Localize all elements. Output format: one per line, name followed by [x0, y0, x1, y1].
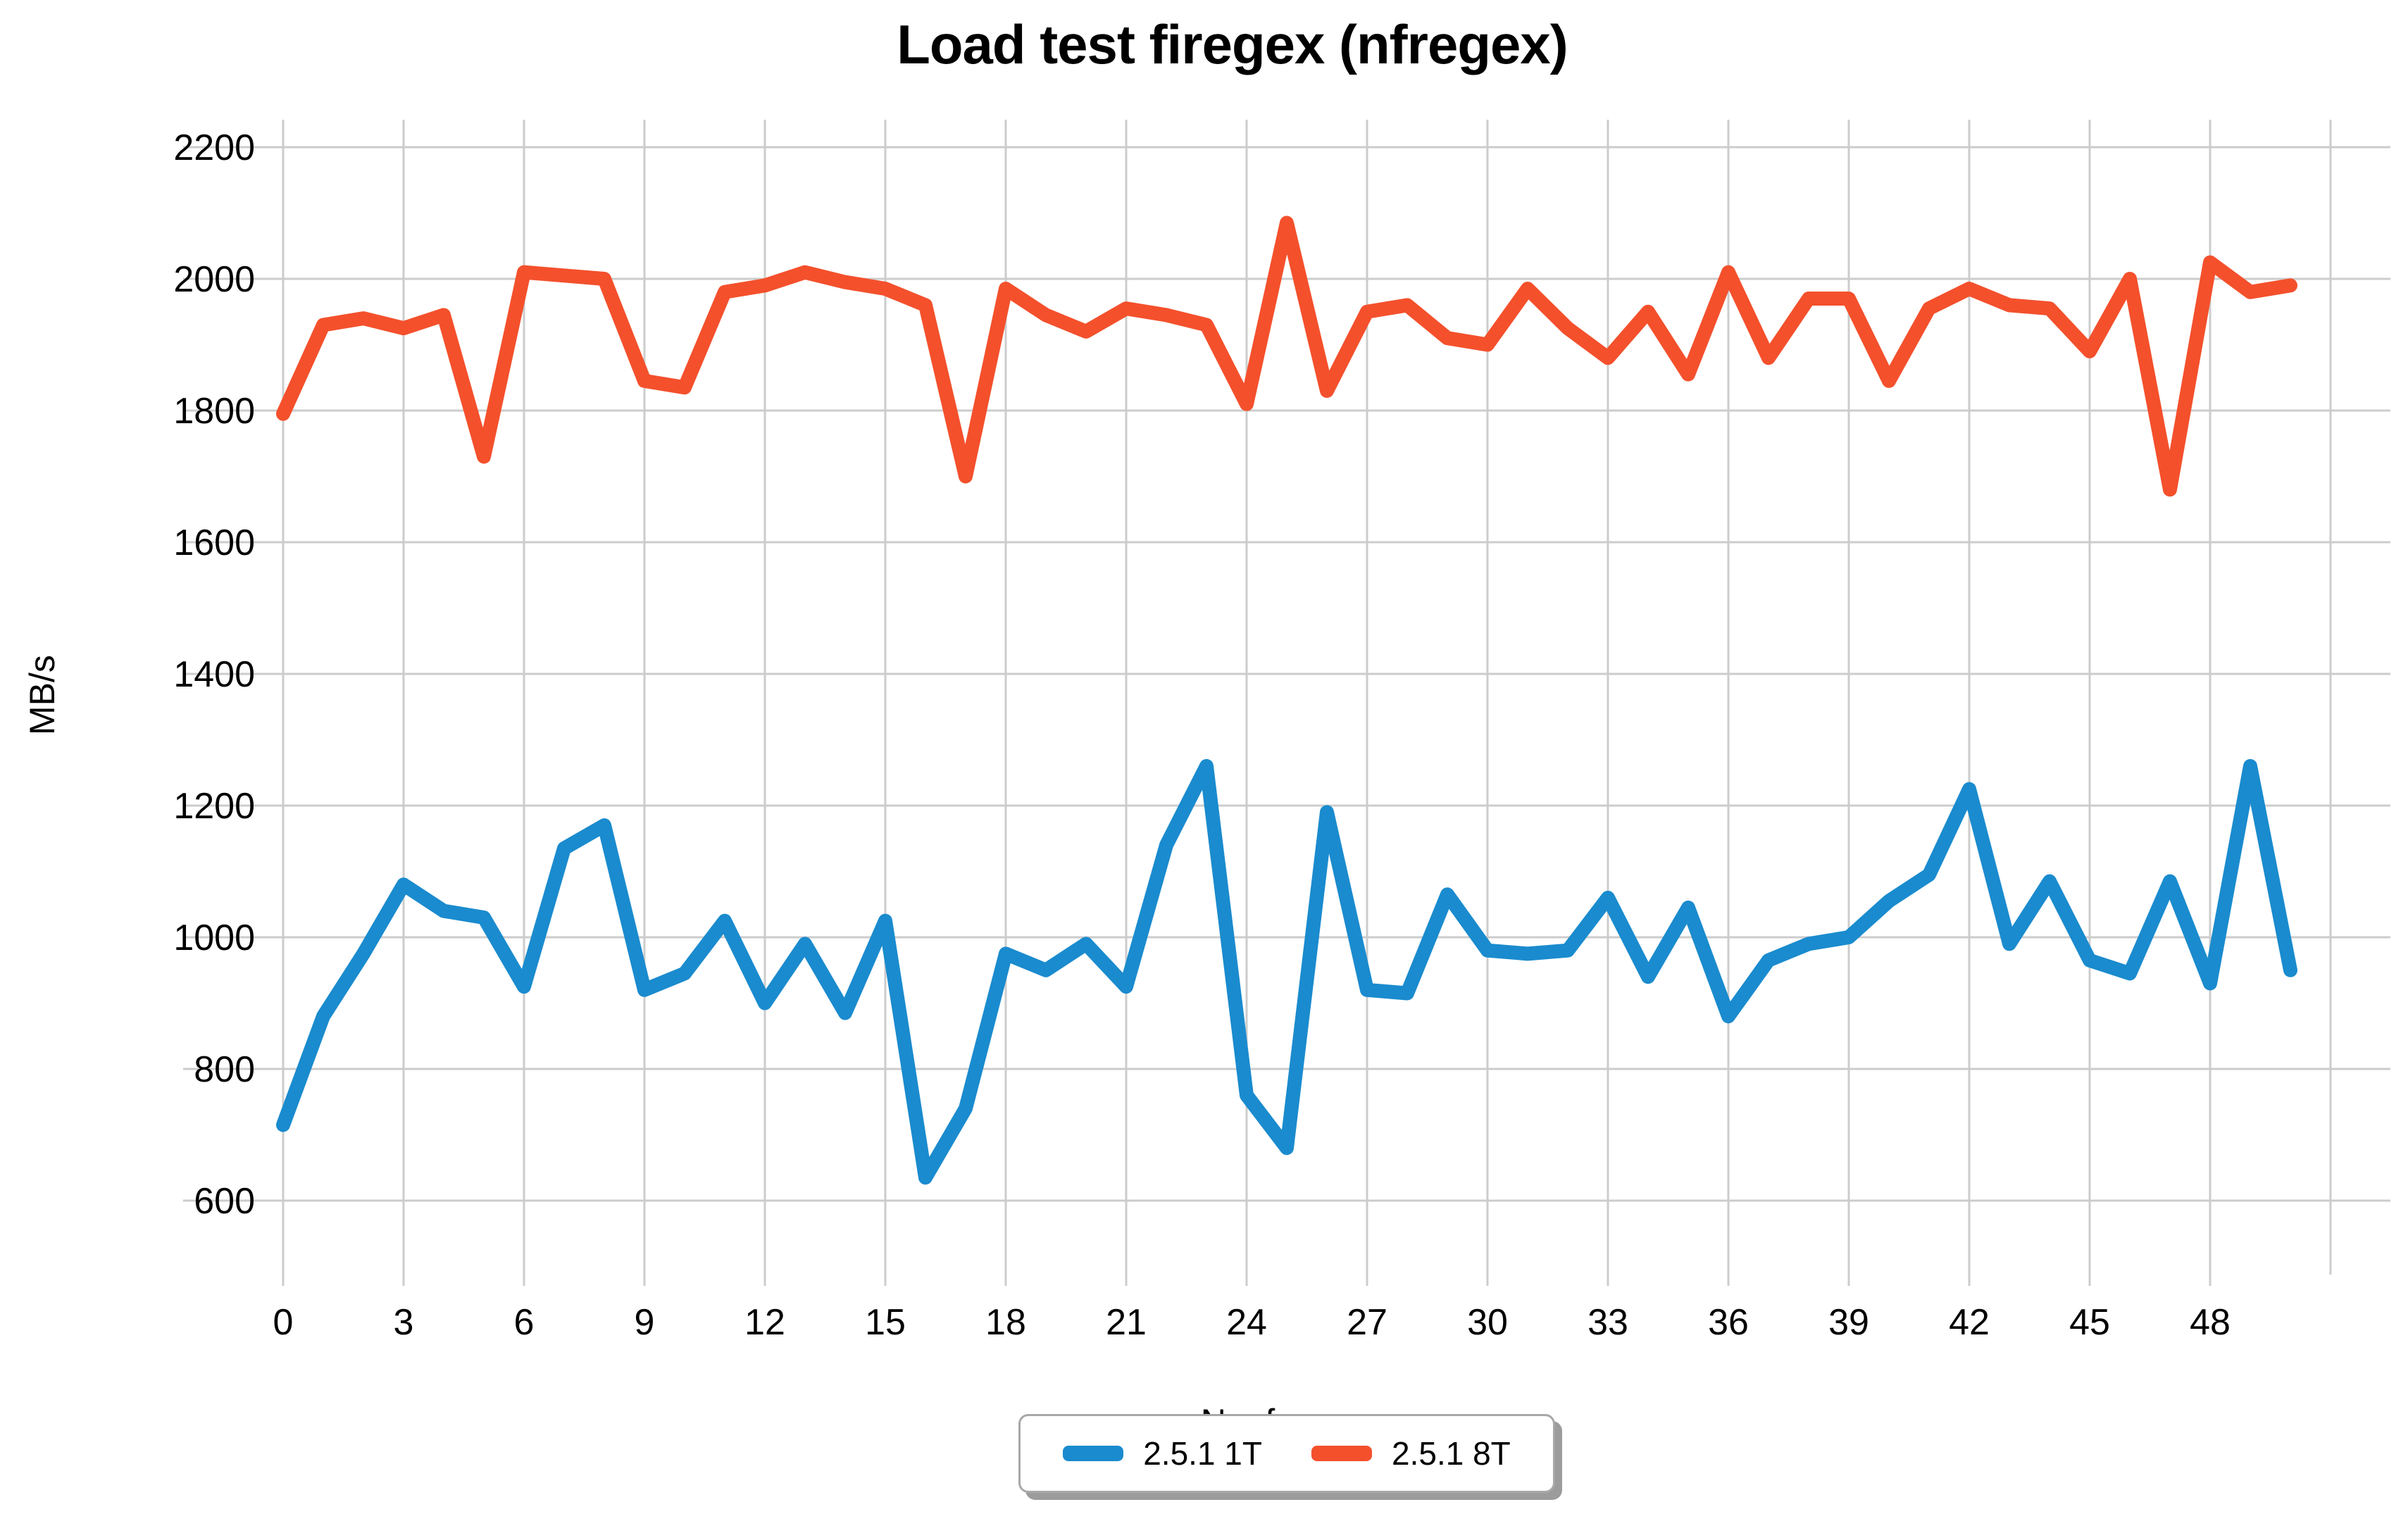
series-line-2-5-1-8t — [276, 215, 2297, 497]
y-tick-label: 2000 — [173, 259, 255, 300]
y-tick-label: 1600 — [173, 523, 255, 563]
legend-row: 2.5.1 1T 2.5.1 8T — [183, 1414, 2390, 1493]
x-tick-labels: 0 3 6 9 12 15 18 21 24 27 30 33 36 39 42 45 48 — [273, 1302, 2231, 1343]
x-tick-label: 30 — [1467, 1302, 1508, 1343]
chart-title: Load test firegex (nfregex) — [897, 13, 1568, 75]
y-axis-label: MB/s — [23, 655, 62, 735]
y-tick-label: 1000 — [173, 918, 255, 958]
x-tick-label: 33 — [1587, 1302, 1628, 1343]
y-tick-label: 1200 — [173, 786, 255, 827]
legend-label-1t: 2.5.1 1T — [1143, 1435, 1262, 1472]
x-tick-label: 27 — [1347, 1302, 1387, 1343]
x-tick-label: 24 — [1226, 1302, 1267, 1343]
x-tick-label: 36 — [1708, 1302, 1749, 1343]
legend-item-1t: 2.5.1 1T — [1063, 1434, 1262, 1472]
x-tick-label: 42 — [1949, 1302, 1990, 1343]
series-line-2-5-1-1t — [276, 758, 2297, 1185]
x-tick-label: 48 — [2190, 1302, 2231, 1343]
x-tick-label: 0 — [273, 1302, 294, 1343]
legend-swatch-1t — [1063, 1446, 1124, 1461]
legend-item-8t: 2.5.1 8T — [1311, 1434, 1511, 1472]
legend-label-8t: 2.5.1 8T — [1392, 1435, 1511, 1472]
y-tick-label: 2200 — [173, 127, 255, 168]
y-tick-label: 600 — [194, 1181, 255, 1222]
legend-swatch-8t — [1311, 1446, 1372, 1461]
y-tick-label: 1800 — [173, 391, 255, 432]
y-tick-label: 800 — [194, 1049, 255, 1090]
y-tick-label: 1400 — [173, 654, 255, 695]
x-tick-label: 39 — [1828, 1302, 1869, 1343]
x-tick-label: 3 — [394, 1302, 414, 1343]
x-tick-label: 18 — [985, 1302, 1026, 1343]
y-tick-labels: 600 800 1000 1200 1400 1600 1800 2000 2200 — [173, 127, 255, 1222]
tick-marks — [266, 146, 2212, 1286]
x-tick-label: 45 — [2069, 1302, 2110, 1343]
x-tick-label: 6 — [514, 1302, 535, 1343]
x-tick-label: 9 — [635, 1302, 655, 1343]
x-tick-label: 21 — [1106, 1302, 1147, 1343]
x-tick-label: 12 — [744, 1302, 785, 1343]
legend-box: 2.5.1 1T 2.5.1 8T — [1018, 1414, 1555, 1493]
x-tick-label: 15 — [865, 1302, 906, 1343]
